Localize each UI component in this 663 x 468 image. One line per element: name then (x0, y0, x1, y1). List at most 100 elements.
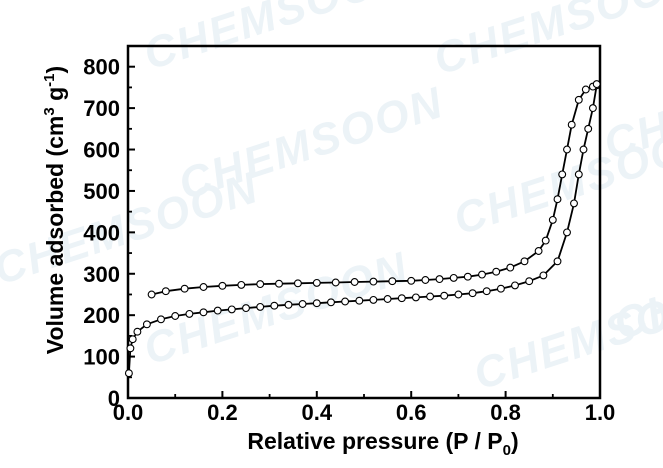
desorption-point (256, 280, 265, 289)
desorption-point (388, 277, 397, 286)
x-axis-title-main: Relative pressure (P / P (247, 428, 502, 454)
adsorption-point (574, 170, 583, 179)
desorption-point (161, 287, 170, 296)
y-axis-title-mid: g (42, 87, 68, 107)
adsorption-point (468, 289, 477, 298)
desorption-point (237, 280, 246, 289)
desorption-point (147, 290, 156, 299)
desorption-point (350, 278, 359, 286)
adsorption-point (312, 299, 321, 308)
watermark-text: CHEMSOON (138, 0, 415, 80)
adsorption-point (397, 294, 406, 303)
y-tick-label: 0 (108, 386, 120, 411)
desorption-point (218, 281, 227, 290)
adsorption-point (482, 287, 491, 296)
desorption-point (369, 277, 378, 286)
adsorption-point (525, 277, 534, 286)
adsorption-point (588, 104, 597, 113)
desorption-point (592, 80, 601, 89)
x-axis-title-end: ) (511, 428, 519, 454)
adsorption-point (284, 300, 293, 309)
adsorption-point (454, 290, 463, 299)
adsorption-point (256, 302, 265, 311)
desorption-point (506, 263, 515, 272)
y-tick-label: 500 (83, 179, 120, 204)
x-tick-labels: 0.0 0.2 0.4 0.6 0.8 1.0 (113, 400, 616, 425)
desorption-point (421, 276, 430, 284)
adsorption-point (128, 335, 137, 344)
desorption-point (331, 278, 340, 287)
adsorption-point (355, 296, 364, 305)
desorption-point (558, 170, 567, 179)
y-tick-label: 700 (83, 96, 120, 121)
desorption-point (435, 275, 444, 284)
adsorption-point (496, 284, 505, 293)
adsorption-point (411, 293, 420, 302)
x-tick-label: 0.2 (207, 400, 238, 425)
adsorption-point (157, 315, 165, 324)
x-tick-label: 0.0 (113, 400, 144, 425)
adsorption-point (511, 281, 519, 290)
desorption-point (449, 273, 458, 282)
watermark-text: CHEMSOON (608, 218, 663, 350)
watermark-text: CHEMSOON (598, 38, 663, 170)
desorption-point (567, 120, 576, 129)
y-tick-label: 400 (83, 220, 120, 245)
y-axis-title-sup2: -1 (41, 73, 58, 86)
desorption-point (478, 270, 486, 279)
desorption-point (180, 284, 189, 293)
desorption-point (541, 236, 550, 245)
desorption-point (463, 272, 472, 281)
desorption-point (553, 195, 562, 204)
adsorption-point (341, 297, 350, 306)
watermark-text: CHEMSOON (0, 163, 265, 295)
y-axis-title: Volume adsorbed (cm3 g-1) (41, 66, 68, 354)
y-tick-label: 800 (83, 55, 120, 80)
desorption-point (275, 279, 283, 288)
y-axis-title-sup1: 3 (41, 107, 58, 115)
adsorption-point (570, 199, 578, 208)
adsorption-point (142, 320, 151, 329)
adsorption-point (133, 327, 142, 336)
adsorption-point (369, 295, 378, 304)
adsorption-point (227, 305, 236, 314)
adsorption-point (327, 298, 335, 307)
adsorption-point (242, 304, 250, 313)
y-tick-label: 200 (83, 303, 120, 328)
adsorption-point (563, 228, 571, 237)
desorption-point (563, 145, 571, 154)
y-tick-label: 100 (83, 345, 120, 370)
desorption-point (520, 257, 529, 266)
adsorption-point (126, 344, 135, 353)
x-tick-label: 0.8 (490, 400, 521, 425)
adsorption-point (579, 145, 588, 154)
desorption-point (534, 247, 543, 255)
x-axis-title-sub: 0 (503, 442, 511, 459)
desorption-point (548, 215, 557, 224)
y-axis-title-end: ) (42, 66, 68, 74)
desorption-point (293, 279, 302, 288)
adsorption-point (124, 369, 133, 378)
adsorption-point (171, 312, 180, 320)
series-points (124, 80, 601, 378)
watermark-text: CHEMSOON (428, 0, 663, 85)
x-tick-label: 0.6 (396, 400, 427, 425)
desorption-point (199, 283, 208, 291)
adsorption-point (383, 295, 392, 303)
adsorption-point (213, 306, 222, 315)
adsorption-point (553, 257, 562, 266)
y-tick-label: 300 (83, 262, 120, 287)
desorption-point (581, 85, 590, 94)
x-tick-label: 0.4 (302, 400, 333, 425)
y-tick-labels: 0 100 200 300 400 500 600 700 800 (83, 55, 120, 411)
axis-ticks (127, 45, 601, 399)
adsorption-point (298, 300, 307, 308)
x-tick-label: 1.0 (585, 400, 616, 425)
y-axis-title-main: Volume adsorbed (cm (42, 116, 68, 355)
desorption-point (574, 95, 583, 104)
adsorption-point (539, 271, 548, 280)
desorption-line (151, 83, 598, 296)
adsorption-point (185, 309, 194, 318)
adsorption-point (270, 301, 279, 310)
